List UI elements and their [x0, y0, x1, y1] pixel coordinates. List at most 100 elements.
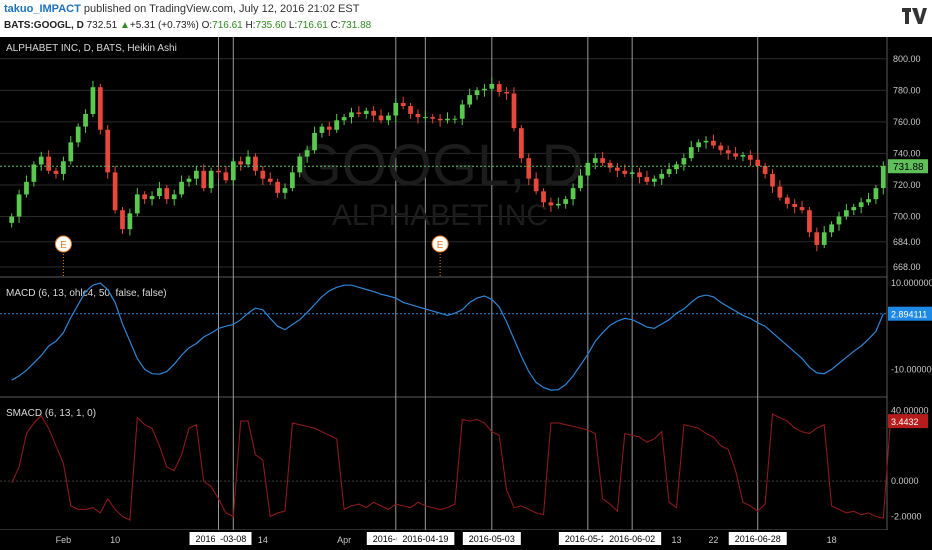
candle-body [873, 188, 879, 200]
macd-pane-title: MACD (6, 13, ohlc4, 50, false, false) [6, 288, 167, 299]
author-link[interactable]: takuo_IMPACT [4, 3, 81, 15]
candle-body [38, 156, 44, 165]
quote-line: BATS:GOOGL, D 732.51 ▲+5.31 (+0.73%) O:7… [4, 20, 371, 31]
candle-body [482, 88, 487, 91]
candle-body [408, 106, 413, 114]
candle-body [459, 104, 465, 119]
low-value: 716.61 [297, 20, 328, 31]
candle-body [142, 194, 148, 200]
candle-body [127, 213, 133, 230]
chart-header: takuo_IMPACT published on TradingView.co… [0, 0, 932, 37]
candle-body [666, 169, 672, 174]
open-value: 716.61 [212, 20, 243, 31]
candle-body [563, 199, 569, 204]
candle-body [784, 197, 790, 204]
candle-body [681, 158, 687, 165]
price-tick-label: 740.00 [893, 148, 921, 158]
candle-body [607, 162, 613, 168]
candle-body [821, 232, 827, 245]
candle-body [718, 145, 724, 151]
date-tag-label: 2016-04-19 [402, 534, 448, 544]
x-axis-label: Feb [56, 535, 72, 545]
candle-body [245, 156, 251, 165]
candle-body [253, 156, 258, 171]
date-tag-box [603, 532, 662, 545]
candle-body [149, 196, 155, 200]
candle-body [592, 158, 598, 163]
candle-body [223, 172, 229, 181]
candle-body [24, 181, 29, 195]
candle-body [326, 126, 332, 130]
candle-body [725, 150, 731, 154]
chart-canvas[interactable]: 800.00 780.00 760.00 740.00 720.00 700.00 684.… [0, 37, 932, 550]
candle-body [267, 178, 273, 182]
macd-line [11, 282, 884, 391]
earnings-marker-icon [431, 235, 449, 253]
candle-body [696, 142, 702, 148]
candle-body [496, 84, 502, 92]
candle-body [415, 113, 421, 118]
high-label: H: [245, 20, 256, 31]
chart-background [0, 37, 932, 550]
price-pane-title: ALPHABET INC, D, BATS, Heikin Ashi [6, 43, 177, 54]
candle-body [526, 158, 532, 179]
watermark-symbol: GOOGL, D [297, 133, 584, 198]
candle-body [105, 129, 111, 173]
candle-body [349, 112, 354, 118]
candle-body [585, 162, 591, 176]
date-tag-label: 2016-06-28 [735, 534, 781, 544]
close-label: C: [330, 20, 341, 31]
date-tag-label: 2016-06-02 [609, 534, 655, 544]
candle-body [363, 110, 369, 114]
candle-body [83, 113, 88, 127]
candle-body [570, 188, 576, 200]
smacd-line [11, 413, 892, 521]
candle-body [541, 191, 546, 203]
up-arrow-icon: ▲ [119, 20, 130, 31]
publish-line: takuo_IMPACT published on TradingView.co… [4, 3, 359, 15]
candle-body [164, 188, 170, 200]
candle-body [230, 161, 236, 181]
earnings-marker-icon [54, 235, 72, 253]
candle-body [90, 87, 96, 114]
candle-body [386, 115, 391, 121]
date-tag-box [462, 532, 521, 545]
x-axis-label: 14 [258, 535, 268, 545]
date-tag-box [396, 532, 455, 545]
close-value: 731.88 [340, 20, 372, 31]
candle-body [474, 90, 480, 96]
candle-body [31, 164, 37, 182]
candle-body [371, 110, 376, 116]
candle-body [511, 93, 517, 129]
smacd-tick-label: -2.0000 [891, 511, 922, 521]
smacd-tick-label: 0.0000 [891, 476, 919, 486]
candle-body [193, 170, 199, 179]
candle-body [489, 84, 495, 89]
candle-body [97, 87, 103, 130]
candle-body [356, 112, 362, 114]
tradingview-logo-icon [902, 8, 927, 24]
date-tag-label: 2016-05-23 [565, 534, 611, 544]
candle-body [711, 140, 716, 146]
candle-body [334, 120, 340, 130]
smacd-pane-title: SMACD (6, 13, 1, 0) [6, 408, 96, 419]
price-tick-label: 720.00 [893, 180, 921, 190]
candle-body [792, 203, 798, 208]
candle-body [659, 173, 665, 179]
symbol-label[interactable]: BATS:GOOGL, D [4, 20, 84, 31]
candle-body [519, 128, 524, 159]
candle-body [615, 167, 620, 171]
candle-body [378, 115, 384, 121]
candle-body [674, 164, 679, 170]
candle-body [814, 232, 820, 245]
x-axis-label: 13 [671, 535, 681, 545]
high-value: 735.60 [255, 20, 287, 31]
publish-info: published on TradingView.com, July 12, 2… [80, 3, 360, 15]
candle-body [755, 159, 761, 167]
date-tag-label: 2016-04-12 [373, 534, 419, 544]
candle-body [504, 91, 509, 94]
low-label: L: [288, 20, 298, 31]
price-tick-label: 760.00 [893, 117, 921, 127]
candle-body [600, 158, 605, 163]
candle-body [61, 161, 66, 174]
